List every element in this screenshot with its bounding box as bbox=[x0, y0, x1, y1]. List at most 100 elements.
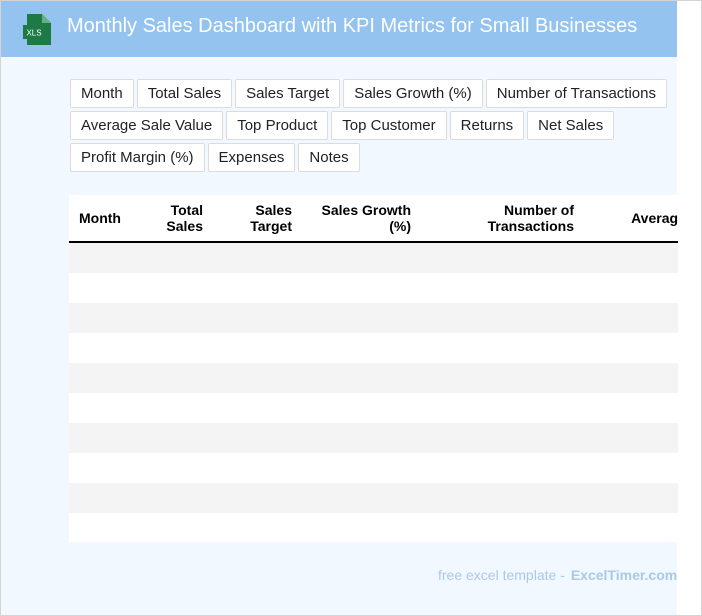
table-cell[interactable] bbox=[213, 513, 302, 542]
table-cell[interactable] bbox=[213, 363, 302, 393]
table-cell[interactable] bbox=[69, 453, 133, 483]
table-cell[interactable] bbox=[213, 453, 302, 483]
table-cell[interactable] bbox=[584, 273, 678, 303]
column-chip-number-of-transactions[interactable]: Number of Transactions bbox=[485, 79, 667, 108]
table-cell[interactable] bbox=[584, 393, 678, 423]
table-cell[interactable] bbox=[421, 453, 584, 483]
table-cell[interactable] bbox=[302, 333, 421, 363]
right-margin-strip bbox=[677, 1, 701, 615]
footer-credit: free excel template - ExcelTimer.com bbox=[438, 567, 677, 583]
table-row bbox=[69, 363, 678, 393]
table-row bbox=[69, 242, 678, 273]
table-cell[interactable] bbox=[69, 273, 133, 303]
xls-icon-label: XLS bbox=[26, 29, 41, 38]
table-cell[interactable] bbox=[213, 423, 302, 453]
xls-file-icon: XLS bbox=[23, 14, 51, 45]
chip-row: Average Sale Value Top Product Top Custome… bbox=[70, 111, 670, 140]
table-cell[interactable] bbox=[421, 483, 584, 513]
table-cell[interactable] bbox=[213, 273, 302, 303]
table-cell[interactable] bbox=[69, 483, 133, 513]
table-cell[interactable] bbox=[302, 513, 421, 542]
column-chip-group: Month Total Sales Sales Target Sales Growth… bbox=[70, 79, 670, 175]
table-cell[interactable] bbox=[69, 303, 133, 333]
column-header-number-of-transactions[interactable]: Number of Transactions bbox=[421, 195, 584, 243]
column-chip-expenses[interactable]: Expenses bbox=[207, 143, 296, 172]
table-cell[interactable] bbox=[421, 273, 584, 303]
table-cell[interactable] bbox=[69, 393, 133, 423]
table-cell[interactable] bbox=[69, 242, 133, 273]
column-header-sales-target[interactable]: Sales Target bbox=[213, 195, 302, 243]
table-cell[interactable] bbox=[302, 393, 421, 423]
table-cell[interactable] bbox=[133, 303, 213, 333]
table-cell[interactable] bbox=[302, 273, 421, 303]
table-header-row: Month Total Sales Sales Target Sales Growth… bbox=[69, 195, 678, 243]
table-cell[interactable] bbox=[421, 242, 584, 273]
table-cell[interactable] bbox=[302, 423, 421, 453]
table-cell[interactable] bbox=[213, 333, 302, 363]
table-cell[interactable] bbox=[421, 303, 584, 333]
table-cell[interactable] bbox=[133, 453, 213, 483]
table-cell[interactable] bbox=[69, 423, 133, 453]
column-chip-sales-target[interactable]: Sales Target bbox=[235, 79, 341, 108]
table-cell[interactable] bbox=[69, 333, 133, 363]
column-chip-notes[interactable]: Notes bbox=[298, 143, 360, 172]
header-bar: XLS Monthly Sales Dashboard with KPI Met… bbox=[1, 1, 677, 57]
footer-brand-link[interactable]: ExcelTimer.com bbox=[570, 567, 678, 583]
table-cell[interactable] bbox=[584, 333, 678, 363]
column-chip-average-sale-value[interactable]: Average Sale Value bbox=[70, 111, 224, 140]
data-table-container[interactable]: Month Total Sales Sales Target Sales Growth… bbox=[69, 195, 678, 542]
table-cell[interactable] bbox=[213, 483, 302, 513]
table-cell[interactable] bbox=[584, 303, 678, 333]
table-cell[interactable] bbox=[69, 363, 133, 393]
table-cell[interactable] bbox=[302, 303, 421, 333]
column-chip-top-product[interactable]: Top Product bbox=[226, 111, 329, 140]
table-row bbox=[69, 513, 678, 542]
column-header-total-sales[interactable]: Total Sales bbox=[133, 195, 213, 243]
column-chip-net-sales[interactable]: Net Sales bbox=[527, 111, 615, 140]
column-chip-total-sales[interactable]: Total Sales bbox=[136, 79, 233, 108]
table-cell[interactable] bbox=[69, 513, 133, 542]
table-row bbox=[69, 393, 678, 423]
column-header-month[interactable]: Month bbox=[69, 195, 133, 243]
table-cell[interactable] bbox=[584, 453, 678, 483]
table-cell[interactable] bbox=[421, 333, 584, 363]
table-cell[interactable] bbox=[213, 303, 302, 333]
column-header-sales-growth[interactable]: Sales Growth (%) bbox=[302, 195, 421, 243]
table-cell[interactable] bbox=[302, 453, 421, 483]
table-cell[interactable] bbox=[133, 273, 213, 303]
table-cell[interactable] bbox=[421, 513, 584, 542]
table-cell[interactable] bbox=[133, 423, 213, 453]
table-cell[interactable] bbox=[302, 242, 421, 273]
table-cell[interactable] bbox=[133, 483, 213, 513]
table-cell[interactable] bbox=[302, 483, 421, 513]
table-row bbox=[69, 273, 678, 303]
table-cell[interactable] bbox=[584, 513, 678, 542]
column-chip-month[interactable]: Month bbox=[70, 79, 134, 108]
column-chip-top-customer[interactable]: Top Customer bbox=[331, 111, 447, 140]
table-cell[interactable] bbox=[133, 333, 213, 363]
table-cell[interactable] bbox=[421, 423, 584, 453]
table-cell[interactable] bbox=[213, 242, 302, 273]
column-chip-sales-growth[interactable]: Sales Growth (%) bbox=[343, 79, 483, 108]
column-chip-profit-margin[interactable]: Profit Margin (%) bbox=[70, 143, 205, 172]
table-cell[interactable] bbox=[133, 242, 213, 273]
chip-row: Month Total Sales Sales Target Sales Growth… bbox=[70, 79, 670, 108]
table-cell[interactable] bbox=[421, 363, 584, 393]
table-cell[interactable] bbox=[584, 242, 678, 273]
chip-row: Profit Margin (%) Expenses Notes bbox=[70, 143, 670, 172]
column-header-average-sale-value[interactable]: Average Sale Value bbox=[584, 195, 678, 243]
table-cell[interactable] bbox=[133, 513, 213, 542]
footer-prefix: free excel template - bbox=[438, 567, 565, 583]
table-cell[interactable] bbox=[133, 393, 213, 423]
table-cell[interactable] bbox=[421, 393, 584, 423]
table-cell[interactable] bbox=[584, 483, 678, 513]
column-chip-returns[interactable]: Returns bbox=[449, 111, 525, 140]
table-row bbox=[69, 453, 678, 483]
table-cell[interactable] bbox=[302, 363, 421, 393]
table-cell[interactable] bbox=[584, 423, 678, 453]
table-cell[interactable] bbox=[213, 393, 302, 423]
page-title: Monthly Sales Dashboard with KPI Metrics… bbox=[67, 15, 638, 37]
table-cell[interactable] bbox=[584, 363, 678, 393]
table-cell[interactable] bbox=[133, 363, 213, 393]
